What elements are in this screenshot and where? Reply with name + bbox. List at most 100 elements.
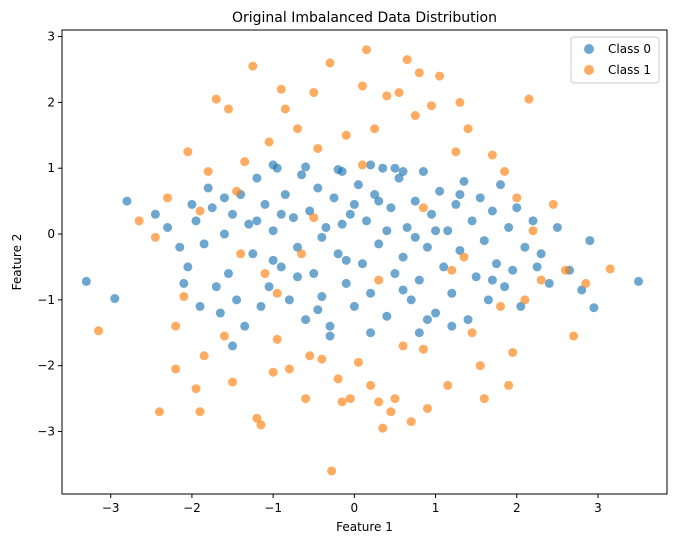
point-class-0: [382, 311, 392, 321]
point-class-0: [382, 226, 392, 236]
point-class-1: [264, 137, 274, 147]
point-class-0: [479, 236, 489, 246]
point-class-1: [463, 124, 473, 134]
point-class-0: [301, 315, 311, 325]
point-class-0: [496, 180, 506, 190]
point-class-0: [467, 216, 477, 226]
point-class-1: [94, 326, 104, 336]
point-class-0: [317, 292, 327, 302]
point-class-0: [150, 209, 160, 219]
point-class-0: [451, 199, 461, 209]
point-class-0: [471, 272, 481, 282]
x-axis-label: Feature 1: [336, 520, 393, 534]
point-class-0: [577, 285, 587, 295]
point-class-1: [171, 321, 181, 331]
point-class-0: [305, 206, 315, 216]
point-class-0: [552, 222, 562, 232]
point-class-0: [337, 219, 347, 229]
point-class-0: [410, 196, 420, 206]
point-class-0: [349, 199, 359, 209]
point-class-0: [345, 209, 355, 219]
point-class-0: [256, 301, 266, 311]
point-class-0: [187, 199, 197, 209]
point-class-1: [248, 61, 258, 71]
point-class-0: [268, 160, 278, 170]
point-class-1: [500, 167, 510, 177]
point-class-0: [455, 190, 465, 200]
point-class-0: [240, 321, 250, 331]
point-class-0: [398, 285, 408, 295]
point-class-0: [422, 315, 432, 325]
point-class-1: [284, 364, 294, 374]
point-class-0: [475, 193, 485, 203]
point-class-1: [260, 269, 270, 279]
point-class-1: [435, 71, 445, 81]
point-class-0: [179, 278, 189, 288]
point-class-1: [378, 423, 388, 433]
point-class-1: [211, 94, 221, 104]
point-class-1: [345, 394, 355, 404]
point-class-0: [228, 341, 238, 351]
point-class-0: [431, 226, 441, 236]
plot-area-frame: [61, 29, 668, 495]
point-class-1: [447, 265, 457, 275]
point-class-1: [536, 275, 546, 285]
point-class-1: [418, 344, 428, 354]
point-class-0: [228, 209, 238, 219]
point-class-1: [293, 124, 303, 134]
point-class-1: [374, 275, 384, 285]
point-class-0: [252, 173, 262, 183]
point-class-0: [487, 275, 497, 285]
point-class-0: [349, 301, 359, 311]
point-class-1: [134, 216, 144, 226]
point-class-1: [426, 101, 436, 111]
point-class-0: [410, 232, 420, 242]
point-class-0: [585, 236, 595, 246]
point-class-0: [199, 239, 209, 249]
point-class-0: [223, 269, 233, 279]
point-class-1: [362, 45, 372, 55]
point-class-1: [357, 81, 367, 91]
point-class-0: [276, 209, 286, 219]
point-class-1: [402, 55, 412, 65]
x-tick-label: −2: [183, 501, 201, 515]
point-class-1: [394, 88, 404, 98]
point-class-1: [195, 407, 205, 417]
point-class-0: [483, 295, 493, 305]
point-class-1: [305, 351, 315, 361]
point-class-1: [357, 160, 367, 170]
point-class-0: [378, 163, 388, 173]
point-class-0: [528, 216, 538, 226]
point-class-0: [284, 295, 294, 305]
point-class-0: [544, 278, 554, 288]
point-class-0: [203, 183, 213, 193]
point-class-1: [353, 357, 363, 367]
point-class-0: [325, 321, 335, 331]
point-class-0: [634, 276, 644, 286]
point-class-0: [260, 199, 270, 209]
y-tick-label: 1: [47, 161, 55, 175]
point-class-1: [341, 130, 351, 140]
point-class-0: [532, 262, 542, 272]
point-class-1: [313, 143, 323, 153]
point-class-1: [309, 213, 319, 223]
point-class-1: [581, 278, 591, 288]
point-class-1: [451, 147, 461, 157]
point-class-0: [244, 219, 254, 229]
point-class-0: [211, 282, 221, 292]
x-tick-label: 3: [594, 501, 602, 515]
y-axis-ticks: −3 −2 −1 0 1 2 3: [37, 30, 62, 438]
point-class-0: [207, 203, 217, 213]
point-class-1: [508, 347, 518, 357]
y-tick-label: −3: [37, 424, 55, 438]
point-class-1: [487, 150, 497, 160]
point-class-0: [313, 183, 323, 193]
y-tick-label: −1: [37, 293, 55, 307]
point-class-0: [268, 226, 278, 236]
point-class-0: [447, 288, 457, 298]
point-class-1: [240, 157, 250, 167]
point-class-0: [362, 216, 372, 226]
point-class-0: [508, 265, 518, 275]
point-class-0: [435, 186, 445, 196]
point-class-0: [252, 216, 262, 226]
